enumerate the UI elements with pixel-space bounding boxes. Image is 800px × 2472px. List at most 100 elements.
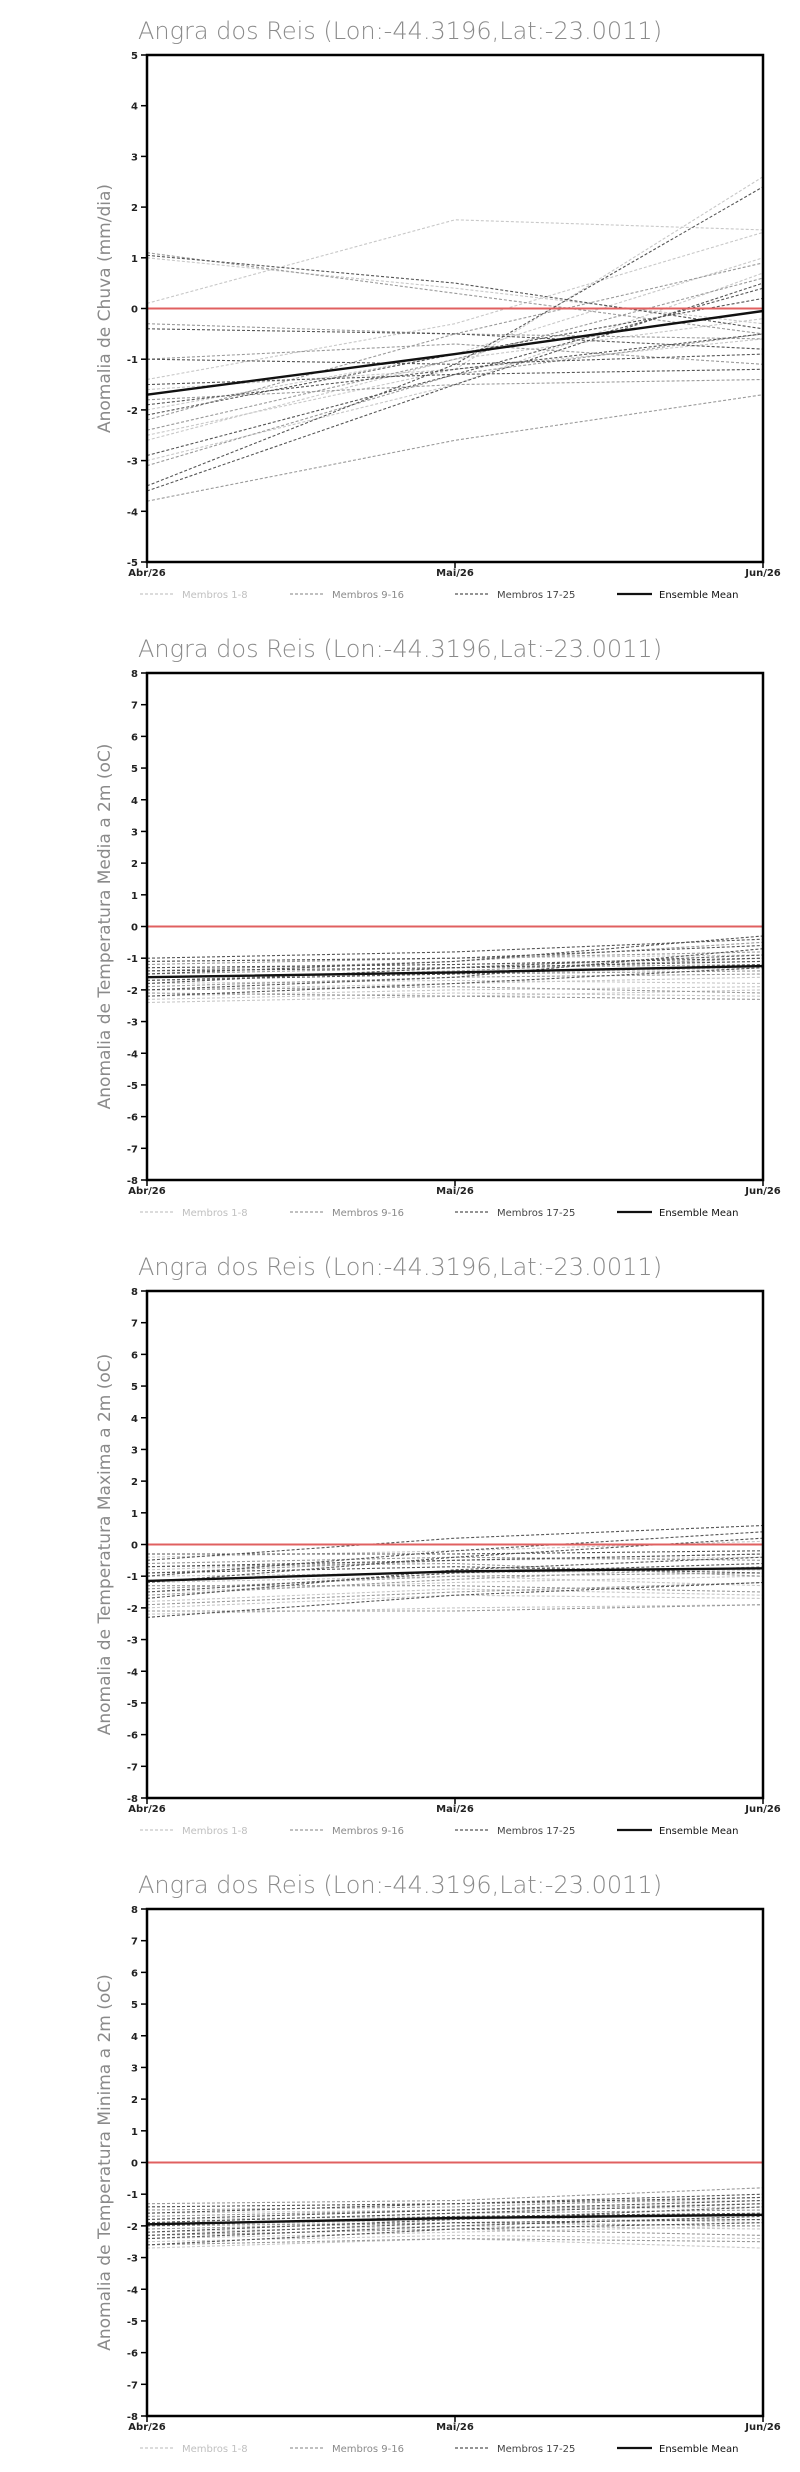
y-tick-label: 2 xyxy=(131,2095,138,2106)
y-tick-label: -2 xyxy=(127,2222,138,2233)
chart-panel: Angra dos Reis (Lon:-44.3196,Lat:-23.001… xyxy=(95,17,781,601)
y-tick-label: -7 xyxy=(127,1762,138,1773)
member-line xyxy=(146,960,764,972)
y-tick-label: -3 xyxy=(127,2254,138,2265)
member-line xyxy=(146,231,764,381)
member-line xyxy=(146,2238,764,2246)
member-line xyxy=(146,951,764,966)
legend-label: Membros 9-16 xyxy=(332,1208,404,1219)
legend-label: Membros 1-8 xyxy=(182,1208,248,1219)
member-line xyxy=(146,1553,764,1574)
member-line xyxy=(146,2203,764,2224)
y-tick-label: 4 xyxy=(131,1414,138,1425)
y-tick-label: -3 xyxy=(127,1636,138,1647)
x-tick-label: Abr/26 xyxy=(128,2422,165,2433)
ensemble-mean-line xyxy=(146,2213,764,2226)
y-tick-label: -1 xyxy=(127,1572,138,1583)
member-line xyxy=(146,1594,764,1609)
member-line xyxy=(146,2203,764,2217)
ensemble-mean-line xyxy=(146,1567,764,1583)
legend-label: Membros 9-16 xyxy=(332,1826,404,1837)
member-line xyxy=(146,986,764,994)
x-tick-label: Jun/26 xyxy=(744,2422,781,2433)
member-line xyxy=(146,219,764,304)
y-tick-label: -5 xyxy=(127,2317,138,2328)
y-tick-label: 5 xyxy=(131,2000,138,2011)
plot-frame xyxy=(145,53,765,564)
y-tick-label: 3 xyxy=(131,152,138,163)
member-line xyxy=(146,1569,764,1577)
member-line xyxy=(146,1588,764,1603)
member-line xyxy=(146,992,764,1000)
y-tick-label: 3 xyxy=(131,1445,138,1456)
y-tick-label: -3 xyxy=(127,457,138,468)
y-tick-label: -5 xyxy=(127,1699,138,1710)
member-line xyxy=(146,979,764,985)
member-line xyxy=(146,2228,764,2236)
y-tick-label: 8 xyxy=(131,669,138,680)
member-line xyxy=(146,2187,764,2205)
y-tick-label: 8 xyxy=(131,1287,138,1298)
legend-label: Ensemble Mean xyxy=(659,1826,738,1837)
x-tick-label: Jun/26 xyxy=(744,1186,781,1197)
x-tick-label: Mai/26 xyxy=(436,568,474,579)
member-line xyxy=(146,1566,764,1574)
legend-label: Membros 9-16 xyxy=(332,2444,404,2455)
member-line xyxy=(146,976,764,991)
member-line xyxy=(146,2215,764,2224)
y-axis-label: Anomalia de Chuva (mm/dia) xyxy=(95,184,115,433)
chart-title: Angra dos Reis (Lon:-44.3196,Lat:-23.001… xyxy=(138,1253,662,1281)
member-line xyxy=(146,963,764,981)
member-line xyxy=(146,252,764,335)
plot-frame xyxy=(145,1907,765,2418)
member-line xyxy=(146,1575,764,1593)
chart-panel: Angra dos Reis (Lon:-44.3196,Lat:-23.001… xyxy=(95,1871,781,2455)
member-line xyxy=(146,1524,764,1561)
member-line xyxy=(147,1550,764,1555)
legend-label: Ensemble Mean xyxy=(659,1208,738,1219)
x-tick-label: Abr/26 xyxy=(128,1186,165,1197)
member-line xyxy=(146,938,764,959)
y-tick-label: -7 xyxy=(127,2380,138,2391)
member-line xyxy=(146,318,764,441)
y-tick-label: 1 xyxy=(131,891,138,902)
y-tick-label: 6 xyxy=(131,1968,138,1979)
member-line xyxy=(146,1581,764,1618)
member-line xyxy=(146,333,764,467)
y-tick-label: -4 xyxy=(127,1049,138,1060)
member-line xyxy=(146,328,764,350)
y-tick-label: 1 xyxy=(131,2127,138,2138)
y-tick-label: -5 xyxy=(127,558,138,569)
legend-label: Membros 17-25 xyxy=(497,1208,575,1219)
member-line xyxy=(146,957,764,969)
x-tick-label: Mai/26 xyxy=(436,1186,474,1197)
member-line xyxy=(146,353,764,365)
x-tick-label: Abr/26 xyxy=(128,1804,165,1815)
y-tick-label: -8 xyxy=(127,2412,138,2423)
member-line xyxy=(146,973,764,988)
y-tick-label: 5 xyxy=(131,764,138,775)
y-tick-label: 6 xyxy=(131,732,138,743)
member-line xyxy=(146,2215,764,2240)
legend-label: Membros 17-25 xyxy=(497,1826,575,1837)
y-tick-label: 0 xyxy=(131,1541,138,1552)
y-tick-label: -1 xyxy=(127,355,138,366)
member-line xyxy=(146,2196,764,2211)
member-line xyxy=(146,1556,764,1565)
legend-label: Membros 1-8 xyxy=(182,1826,248,1837)
member-line xyxy=(146,262,764,421)
member-line xyxy=(146,2199,764,2221)
y-tick-label: 5 xyxy=(131,1382,138,1393)
member-line xyxy=(146,1575,764,1587)
y-axis-label: Anomalia de Temperatura Media a 2m (oC) xyxy=(95,744,115,1110)
legend-label: Ensemble Mean xyxy=(659,590,738,601)
plot-frame xyxy=(145,1289,765,1800)
member-line xyxy=(146,2193,764,2214)
x-tick-label: Mai/26 xyxy=(436,1804,474,1815)
member-line xyxy=(146,272,764,462)
member-line xyxy=(146,186,764,487)
member-line xyxy=(146,1572,764,1590)
y-tick-label: -5 xyxy=(127,1081,138,1092)
member-line xyxy=(146,254,764,330)
